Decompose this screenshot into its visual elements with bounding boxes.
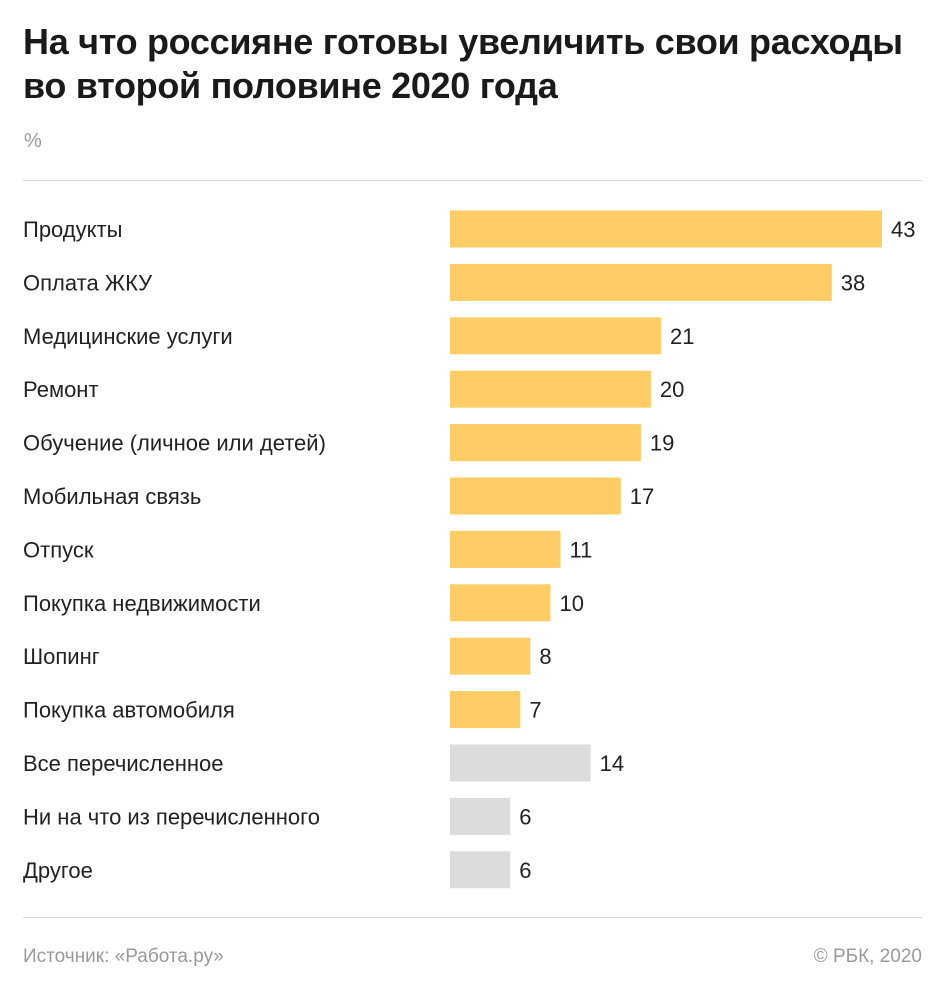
chart-title-line-1: На что россияне готовы увеличить свои ра… bbox=[23, 21, 903, 62]
bar bbox=[450, 317, 661, 355]
category-label: Все перечисленное bbox=[23, 751, 224, 776]
category-label: Покупка недвижимости bbox=[23, 591, 261, 616]
category-label: Отпуск bbox=[23, 537, 94, 562]
value-label: 14 bbox=[600, 751, 624, 776]
category-label: Ни на что из перечисленного bbox=[23, 804, 320, 829]
value-label: 19 bbox=[650, 431, 674, 456]
value-label: 6 bbox=[519, 858, 531, 883]
bar bbox=[450, 210, 882, 248]
value-label: 21 bbox=[670, 324, 694, 349]
bar bbox=[450, 584, 551, 622]
value-label: 6 bbox=[519, 804, 531, 829]
bar bbox=[450, 477, 621, 515]
chart-title-line-2: во второй половине 2020 года bbox=[23, 65, 558, 106]
value-label: 43 bbox=[891, 217, 915, 242]
bar bbox=[450, 744, 591, 782]
value-label: 17 bbox=[630, 484, 654, 509]
category-label: Продукты bbox=[23, 217, 122, 242]
bar bbox=[450, 530, 561, 568]
value-label: 11 bbox=[570, 537, 593, 562]
category-label: Медицинские услуги bbox=[23, 324, 233, 349]
category-label: Ремонт bbox=[23, 377, 99, 402]
bar bbox=[450, 424, 641, 462]
bar bbox=[450, 851, 511, 889]
category-label: Другое bbox=[23, 858, 93, 883]
copyright-note: © РБК, 2020 bbox=[813, 946, 922, 967]
category-label: Покупка автомобиля bbox=[23, 698, 235, 723]
bar bbox=[450, 263, 832, 301]
category-label: Мобильная связь bbox=[23, 484, 201, 509]
value-label: 8 bbox=[539, 644, 551, 669]
value-label: 38 bbox=[841, 270, 865, 295]
value-label: 20 bbox=[660, 377, 684, 402]
bar bbox=[450, 370, 651, 408]
source-note: Источник: «Работа.ру» bbox=[23, 946, 224, 967]
chart-title: На что россияне готовы увеличить свои ра… bbox=[23, 20, 923, 108]
bar bbox=[450, 691, 521, 729]
bar-chart: Продукты 43 Оплата ЖКУ 38 Медицинские услуги… bbox=[23, 210, 915, 889]
category-label: Обучение (личное или детей) bbox=[23, 431, 326, 456]
bar bbox=[450, 797, 511, 835]
value-label: 7 bbox=[529, 698, 541, 723]
value-label: 10 bbox=[559, 591, 583, 616]
bottom-divider bbox=[23, 917, 922, 918]
category-label: Шопинг bbox=[23, 644, 100, 669]
top-divider bbox=[23, 180, 922, 181]
category-label: Оплата ЖКУ bbox=[23, 270, 153, 295]
unit-label: % bbox=[24, 130, 42, 152]
bar bbox=[450, 637, 531, 675]
